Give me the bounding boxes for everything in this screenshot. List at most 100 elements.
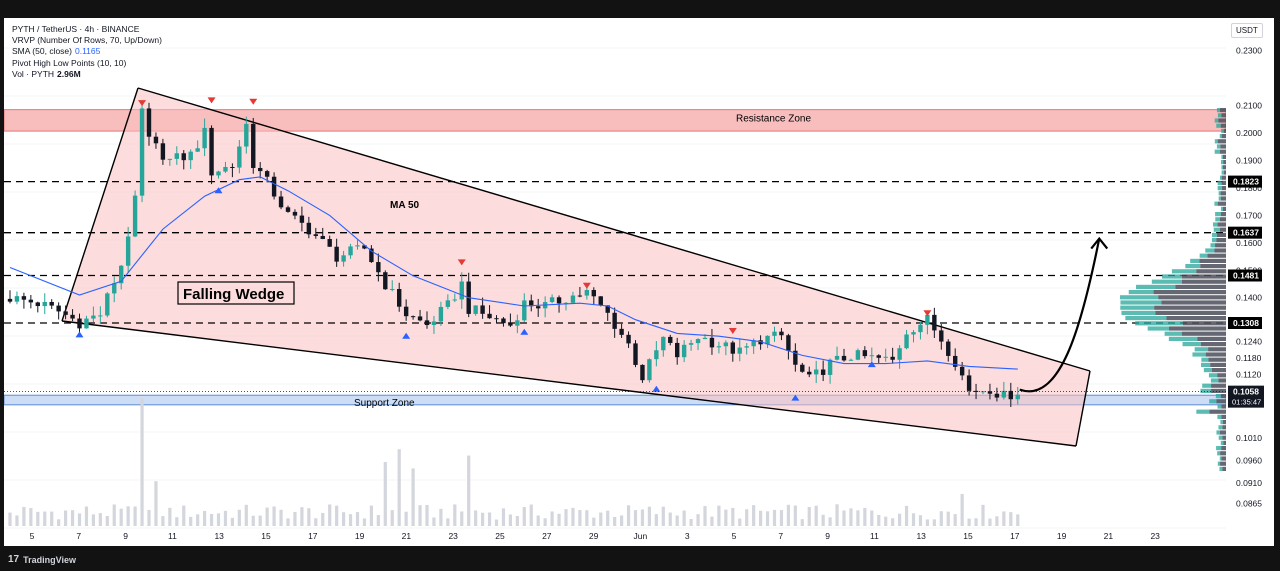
candle-body[interactable] [647,359,652,381]
candle-body[interactable] [841,355,847,361]
candle-body[interactable] [918,324,923,333]
candle-body[interactable] [786,335,791,351]
candle-body[interactable] [167,158,173,160]
candle-body[interactable] [619,328,624,335]
candle-body[interactable] [278,196,284,208]
price-axis[interactable] [1226,18,1274,546]
candle-body[interactable] [848,359,854,361]
candle-body[interactable] [438,306,444,322]
wedge-lower-trendline[interactable] [61,320,1077,447]
candle-body[interactable] [119,265,124,284]
candle-body[interactable] [42,301,47,307]
candle-body[interactable] [814,369,819,375]
candle-body[interactable] [244,123,249,147]
candle-body[interactable] [146,108,152,137]
candle-body[interactable] [292,211,298,216]
candle-body[interactable] [452,299,457,301]
candle-body[interactable] [153,136,159,144]
candle-body[interactable] [758,340,763,345]
candle-body[interactable] [306,222,312,235]
legend-symbol[interactable]: PYTH / TetherUS · 4h · BINANCE [12,24,140,34]
candle-body[interactable] [681,344,687,358]
candle-body[interactable] [925,314,930,325]
candle-body[interactable] [508,323,513,326]
candle-body[interactable] [56,305,61,312]
candle-body[interactable] [376,262,381,273]
candle-body[interactable] [598,296,603,306]
candle-body[interactable] [21,296,27,300]
candle-body[interactable] [654,350,659,360]
projection-arrow[interactable] [1019,238,1101,393]
candle-body[interactable] [640,364,645,381]
candle-body[interactable] [904,334,909,349]
candle-body[interactable] [793,350,798,365]
candle-body[interactable] [890,356,895,360]
candle-body[interactable] [494,318,499,320]
wedge-right-edge[interactable] [1075,370,1091,447]
candle-body[interactable] [591,289,596,297]
candle-body[interactable] [570,295,576,303]
candle-body[interactable] [174,153,179,159]
candle-body[interactable] [862,350,868,357]
candle-body[interactable] [105,293,110,316]
candle-body[interactable] [772,331,777,336]
candle-body[interactable] [139,108,145,196]
candle-body[interactable] [258,167,263,172]
candle-body[interactable] [98,315,103,317]
candle-body[interactable] [605,305,610,313]
candle-body[interactable] [403,306,409,317]
candle-body[interactable] [994,393,1000,398]
candle-body[interactable] [473,305,478,314]
candle-body[interactable] [911,332,916,335]
candle-body[interactable] [202,127,207,149]
candle-body[interactable] [299,215,305,223]
candle-body[interactable] [188,151,193,161]
candle-body[interactable] [70,314,75,319]
candle-body[interactable] [237,146,242,168]
candle-body[interactable] [341,255,346,262]
candle-body[interactable] [383,272,388,290]
candle-body[interactable] [529,300,534,307]
candle-body[interactable] [271,176,277,197]
ma50-line[interactable] [9,176,1018,370]
candle-body[interactable] [216,171,221,176]
candle-body[interactable] [702,337,708,340]
candle-body[interactable] [779,331,784,336]
candle-body[interactable] [480,305,485,314]
candle-body[interactable] [577,295,583,297]
candle-body[interactable] [431,321,437,326]
legend-vrvp[interactable]: VRVP (Number Of Rows, 70, Up/Down) [12,35,162,46]
candle-body[interactable] [1001,390,1007,398]
candle-body[interactable] [723,342,729,347]
candle-body[interactable] [459,281,464,300]
candle-body[interactable] [765,335,770,345]
candle-body[interactable] [230,166,235,168]
candle-body[interactable] [953,355,958,367]
candle-body[interactable] [730,342,735,354]
candle-body[interactable] [869,355,874,357]
candle-body[interactable] [28,299,34,303]
candle-body[interactable] [77,318,82,329]
wedge-left-edge[interactable] [61,87,139,322]
candle-body[interactable] [112,283,117,294]
candle-body[interactable] [132,195,138,237]
candle-body[interactable] [522,300,527,321]
candle-body[interactable] [334,246,339,262]
price-chart-svg[interactable]: Falling Wedge MA 50 Resistance Zone Support… [4,18,1274,546]
candle-body[interactable] [390,289,395,291]
candle-body[interactable] [7,298,13,302]
legend-pivots[interactable]: Pivot High Low Points (10, 10) [12,57,127,68]
candle-body[interactable] [209,127,214,176]
candle-body[interactable] [661,336,666,351]
candle-body[interactable] [946,341,951,356]
candle-body[interactable] [959,366,965,376]
candle-body[interactable] [160,143,166,160]
candle-body[interactable] [1015,394,1020,400]
candle-body[interactable] [1008,390,1013,400]
candle-body[interactable] [320,235,325,240]
candle-body[interactable] [932,314,937,331]
candle-body[interactable] [285,207,291,212]
candle-body[interactable] [987,391,993,394]
candle-body[interactable] [709,337,715,348]
candle-body[interactable] [563,302,569,304]
